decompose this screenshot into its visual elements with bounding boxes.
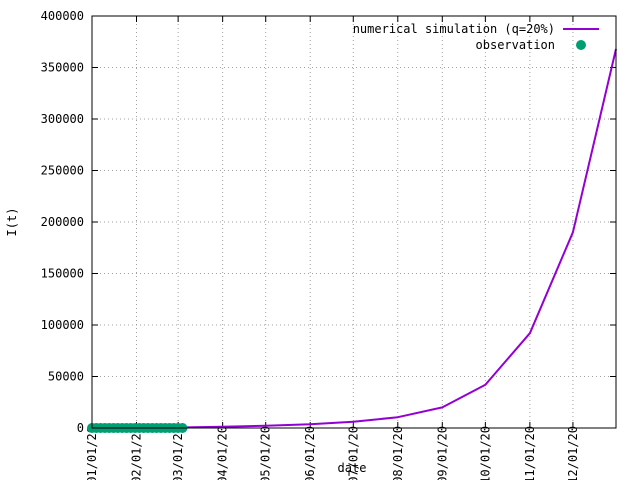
x-axis-label: date bbox=[338, 461, 367, 475]
grid bbox=[92, 16, 616, 428]
plot-series bbox=[87, 48, 617, 433]
x-tick-label: 11/01/20 bbox=[523, 426, 537, 480]
legend: numerical simulation (q=20%) observation bbox=[353, 22, 599, 52]
y-tick-label: 0 bbox=[77, 421, 84, 435]
x-tick-label: 02/01/20 bbox=[130, 426, 144, 480]
x-tick-label: 03/01/20 bbox=[171, 426, 185, 480]
x-tick-label: 01/01/20 bbox=[85, 426, 99, 480]
x-axis: 01/01/20 02/01/20 03/01/20 04/01/20 05/01/20… bbox=[85, 16, 580, 480]
x-tick-label: 10/01/20 bbox=[478, 426, 492, 480]
plot-border bbox=[91, 15, 617, 429]
y-tick-label: 150000 bbox=[41, 267, 84, 281]
x-tick-label: 05/01/20 bbox=[259, 426, 273, 480]
legend-label-observation: observation bbox=[476, 38, 555, 52]
y-axis: 0 50000 100000 150000 200000 250000 300000 3500… bbox=[41, 9, 616, 435]
x-tick-label: 12/01/20 bbox=[566, 426, 580, 480]
x-tick-label: 07/01/20 bbox=[346, 426, 360, 480]
legend-swatch-observation bbox=[576, 40, 586, 50]
y-tick-label: 50000 bbox=[48, 370, 84, 384]
x-tick-label: 06/01/20 bbox=[303, 426, 317, 480]
y-tick-label: 200000 bbox=[41, 215, 84, 229]
y-tick-label: 350000 bbox=[41, 61, 84, 75]
x-tick-label: 04/01/20 bbox=[216, 426, 230, 480]
simulation-line bbox=[91, 48, 617, 429]
y-tick-label: 250000 bbox=[41, 164, 84, 178]
x-tick-label: 08/01/20 bbox=[391, 426, 405, 480]
y-tick-label: 400000 bbox=[41, 9, 84, 23]
y-tick-label: 100000 bbox=[41, 318, 84, 332]
y-tick-label: 300000 bbox=[41, 112, 84, 126]
legend-label-simulation: numerical simulation (q=20%) bbox=[353, 22, 555, 36]
x-tick-label: 09/01/20 bbox=[435, 426, 449, 480]
y-axis-label: I(t) bbox=[5, 208, 19, 237]
